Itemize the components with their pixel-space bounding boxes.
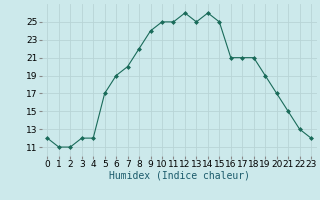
X-axis label: Humidex (Indice chaleur): Humidex (Indice chaleur) bbox=[109, 171, 250, 181]
